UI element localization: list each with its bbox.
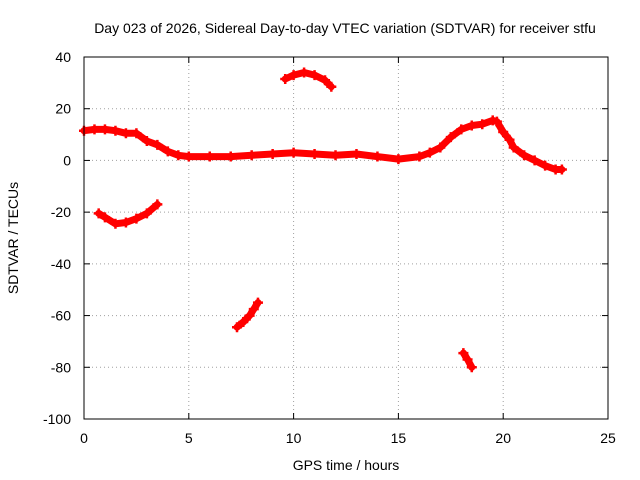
y-tick-label: 0 (63, 152, 71, 168)
data-point (456, 124, 467, 135)
data-point (351, 148, 362, 159)
data-point (435, 142, 446, 153)
chart-title: Day 023 of 2026, Sidereal Day-to-day VTE… (94, 20, 596, 36)
data-point (204, 151, 215, 162)
data-point (267, 148, 278, 159)
data-point (152, 139, 163, 150)
y-tick-label: -60 (51, 308, 71, 324)
data-point (491, 116, 502, 127)
x-tick-label: 20 (495, 430, 511, 446)
data-point (504, 134, 515, 145)
x-tick-label: 15 (391, 430, 407, 446)
data-point (326, 81, 337, 92)
data-point (141, 136, 152, 147)
data-point (477, 119, 488, 130)
data-point (93, 208, 104, 219)
data-point (152, 199, 163, 210)
data-series (79, 67, 567, 373)
y-tick-label: 40 (55, 49, 71, 65)
x-tick-labels: 0 5 10 15 20 25 (80, 430, 616, 446)
data-point (248, 304, 259, 315)
data-point (246, 150, 257, 161)
data-point (280, 73, 291, 84)
data-point (529, 155, 540, 166)
data-point (466, 120, 477, 131)
data-point (131, 213, 142, 224)
data-point (519, 150, 530, 161)
data-point (99, 124, 110, 135)
data-point (99, 212, 110, 223)
grid-lines (84, 57, 608, 419)
data-point (89, 124, 100, 135)
data-point (540, 160, 551, 171)
x-tick-label: 10 (286, 430, 302, 446)
data-point (372, 151, 383, 162)
data-point (330, 150, 341, 161)
data-point (162, 146, 173, 157)
data-point (299, 67, 310, 78)
data-point (414, 151, 425, 162)
series-arc-negative-60 (232, 297, 263, 333)
series-arc-negative-20 (93, 199, 163, 229)
data-point (288, 147, 299, 158)
x-axis-label: GPS time / hours (293, 457, 400, 473)
data-point (288, 70, 299, 81)
y-tick-label: 20 (55, 101, 71, 117)
data-point (232, 322, 243, 333)
data-point (462, 354, 473, 365)
y-tick-label: -80 (51, 359, 71, 375)
x-tick-label: 5 (185, 430, 193, 446)
plot-frame (83, 56, 609, 420)
data-point (320, 75, 331, 86)
y-axis-label: SDTVAR / TECUs (5, 182, 21, 294)
y-tick-label: -40 (51, 256, 71, 272)
data-point (309, 70, 320, 81)
series-arc-high (280, 67, 337, 92)
data-point (225, 151, 236, 162)
y-tick-label: -20 (51, 204, 71, 220)
data-point (508, 142, 519, 153)
data-point (424, 147, 435, 158)
data-point (556, 164, 567, 175)
data-point (498, 126, 509, 137)
data-point (445, 132, 456, 143)
x-tick-label: 0 (80, 430, 88, 446)
series-main-trace (79, 115, 567, 175)
data-point (141, 208, 152, 219)
data-point (173, 150, 184, 161)
y-tick-labels: -100 -80 -60 -40 -20 0 20 40 (43, 49, 71, 427)
data-point (120, 217, 131, 228)
x-tick-label: 25 (600, 430, 616, 446)
axis-ticks (83, 56, 609, 420)
data-point (393, 154, 404, 165)
data-point (466, 362, 477, 373)
data-point (120, 128, 131, 139)
series-arc-negative-80 (458, 348, 477, 373)
y-tick-label: -100 (43, 411, 71, 427)
data-point (244, 310, 255, 321)
data-point (131, 128, 142, 139)
data-point (110, 125, 121, 136)
data-point (458, 348, 469, 359)
data-point (183, 151, 194, 162)
data-point (110, 218, 121, 229)
data-point (238, 317, 249, 328)
data-point (309, 148, 320, 159)
data-point (252, 297, 263, 308)
